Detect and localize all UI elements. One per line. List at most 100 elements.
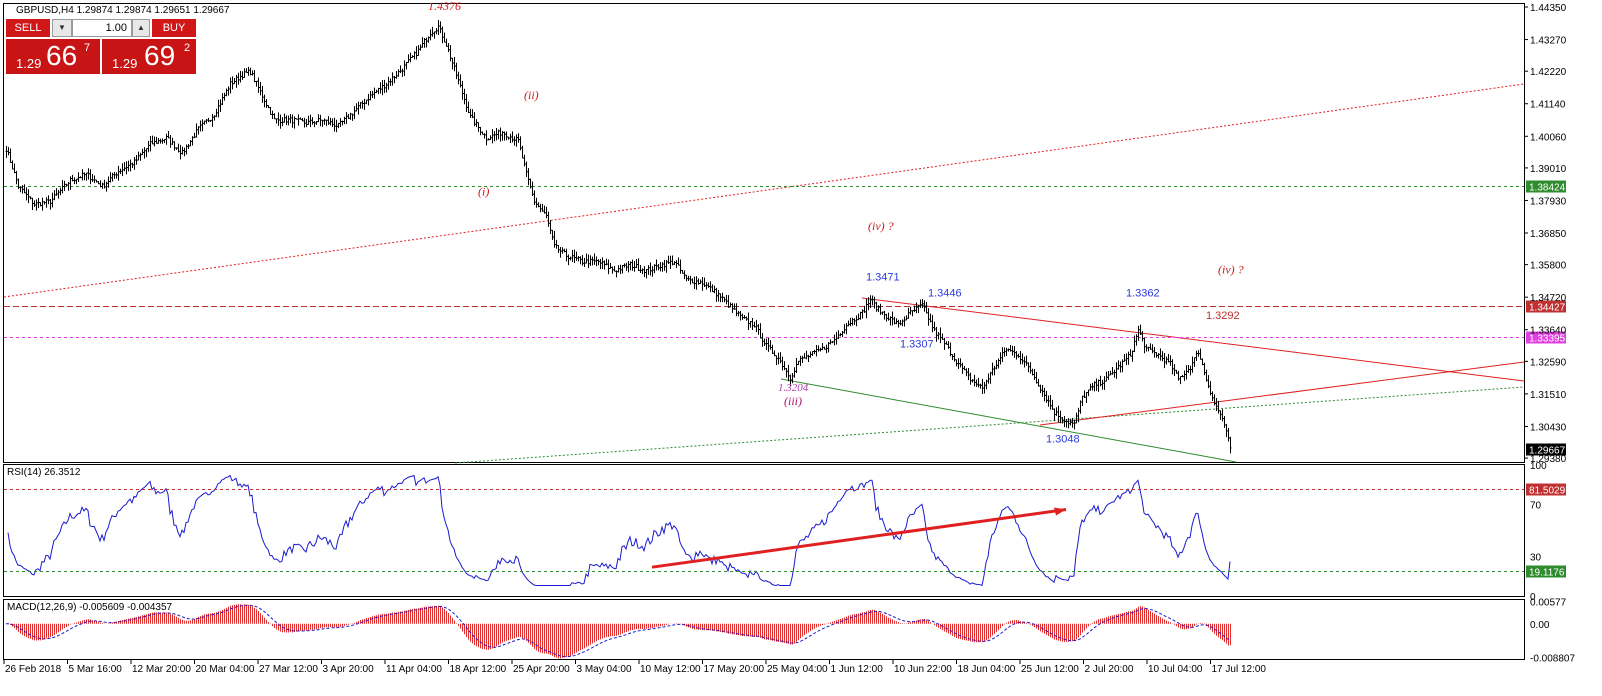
price-bar [779,352,782,364]
price-bar [245,68,248,74]
buy-quote[interactable]: 1.29 69 2 [102,39,196,74]
price-bar [1213,394,1216,406]
price-bar [1089,383,1092,391]
price-bar [1117,360,1120,370]
price-axis-label: 1.29380 [1530,454,1567,465]
price-bar [931,314,934,333]
price-bar [581,255,584,266]
price-bar [975,379,978,387]
wave-annotation: 1.4376 [428,0,461,13]
price-bar [711,284,714,293]
price-bar [929,313,932,323]
sell-quote[interactable]: 1.29 66 7 [6,39,100,74]
price-bar [843,324,846,334]
price-bar [25,187,28,201]
price-level-label-bg [1526,443,1566,456]
price-bar [1147,346,1150,352]
price-bar [631,259,634,271]
price-bar [829,339,832,345]
time-axis-label: 3 May 04:00 [577,664,632,675]
price-bar [405,61,408,70]
price-bar [1073,419,1076,430]
price-bar [95,179,98,183]
macd-axis-label: 0.00 [1530,620,1550,631]
price-level-label: 1.29667 [1529,446,1566,457]
price-bar [23,184,26,194]
price-bar [707,282,710,288]
price-bar [565,248,568,262]
price-bar [231,76,234,90]
price-bar [717,289,720,302]
price-bar [429,29,432,41]
time-axis-label: 1 Jun 12:00 [831,664,884,675]
price-axis-label: 1.40060 [1530,132,1567,143]
price-bar [1193,357,1196,367]
price-bar [1183,370,1186,382]
price-bar [691,278,694,284]
price-bar [771,344,774,354]
price-bar [105,181,108,192]
price-bar [395,71,398,79]
price-bar [265,98,268,108]
sell-price-big: 66 [46,40,78,71]
price-bar [51,192,54,208]
price-bar [739,310,742,321]
price-bar [677,257,680,266]
price-bar [183,147,186,157]
price-bar [103,179,106,189]
time-axis-label: 26 Feb 2018 [5,664,62,675]
time-axis-label: 18 Apr 12:00 [450,664,507,675]
price-bar [121,163,124,177]
buy-button[interactable]: BUY [152,19,196,37]
price-bar [1051,399,1054,410]
price-bar [629,261,632,271]
price-bar [679,259,682,274]
price-bar [1037,378,1040,387]
price-bar [441,26,444,44]
rsi-axis-label: 30 [1530,553,1542,564]
price-bar [971,379,974,383]
wave-annotation: 1.3048 [1046,433,1080,445]
price-bar [37,197,40,209]
price-bar [325,119,328,127]
price-bar [501,130,504,141]
price-bar [145,148,148,158]
price-bar [337,122,340,129]
price-bar [99,180,102,188]
price-bar [649,262,652,276]
price-bar [537,202,540,208]
price-bar [1103,376,1106,390]
price-bar [111,172,114,182]
price-bar [1105,371,1108,382]
lot-up-arrow-icon[interactable]: ▲ [132,19,150,37]
price-bar [1169,355,1172,366]
price-bar [83,172,86,181]
price-bar [877,305,880,313]
price-bar [425,37,428,48]
lot-size-input[interactable]: 1.00 [72,19,132,37]
time-axis-label: 25 May 04:00 [767,664,828,675]
price-bar [737,310,740,317]
price-bar [1115,362,1118,380]
price-bar [701,277,704,291]
price-bar [269,106,272,115]
price-bar [71,174,74,182]
price-bar [307,115,310,125]
rsi-level-label-bg [1526,565,1566,578]
price-level-label: 1.33395 [1529,334,1566,345]
price-bar [979,383,982,389]
price-bar [1149,343,1152,350]
price-bar [21,185,24,194]
sell-button[interactable]: SELL [6,19,50,37]
price-bar [335,119,338,133]
lot-down-arrow-icon[interactable]: ▼ [52,19,72,37]
price-bar [199,120,202,132]
price-bar [525,161,528,178]
price-bar [213,115,216,121]
price-bar [279,114,282,129]
time-axis-label: 3 Apr 20:00 [323,664,375,675]
price-bar [1161,351,1164,362]
price-bar [385,82,388,93]
price-bar [695,276,698,290]
